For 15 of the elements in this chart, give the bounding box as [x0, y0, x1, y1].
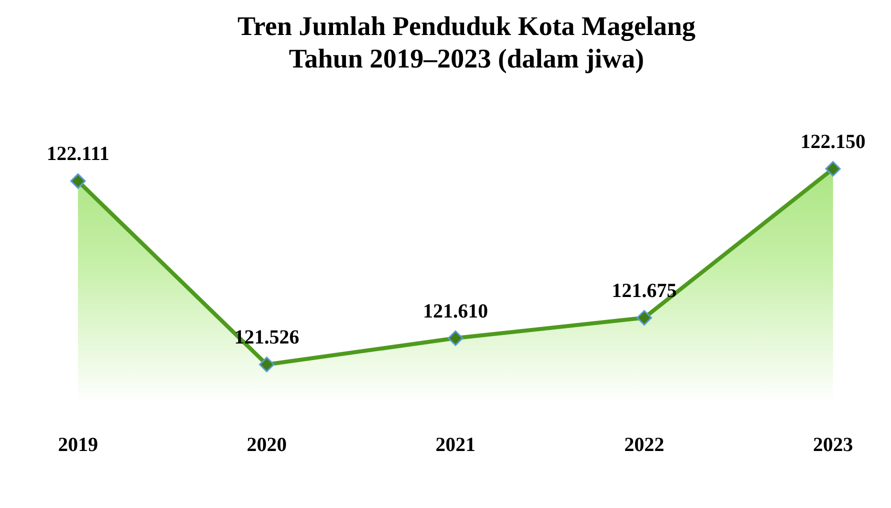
data-label: 121.610: [423, 300, 488, 322]
data-label: 122.111: [46, 143, 110, 166]
x-tick-label: 2022: [624, 434, 664, 456]
point: [259, 356, 274, 372]
point: [636, 310, 652, 326]
x-tick-label: 2019: [58, 434, 98, 456]
x-tick-label: 2021: [436, 434, 476, 456]
x-tick-label: 2023: [813, 434, 853, 456]
data-label: 122.150: [800, 131, 866, 154]
chart-title: Tren Jumlah Penduduk Kota Magelang Tahun 2019–2023 (dalam jiwa): [237, 11, 696, 74]
data-label: 121.675: [612, 280, 677, 302]
x-tick-label: 2020: [246, 434, 287, 456]
point: [70, 173, 86, 189]
point: [448, 330, 464, 346]
point: [825, 161, 841, 177]
